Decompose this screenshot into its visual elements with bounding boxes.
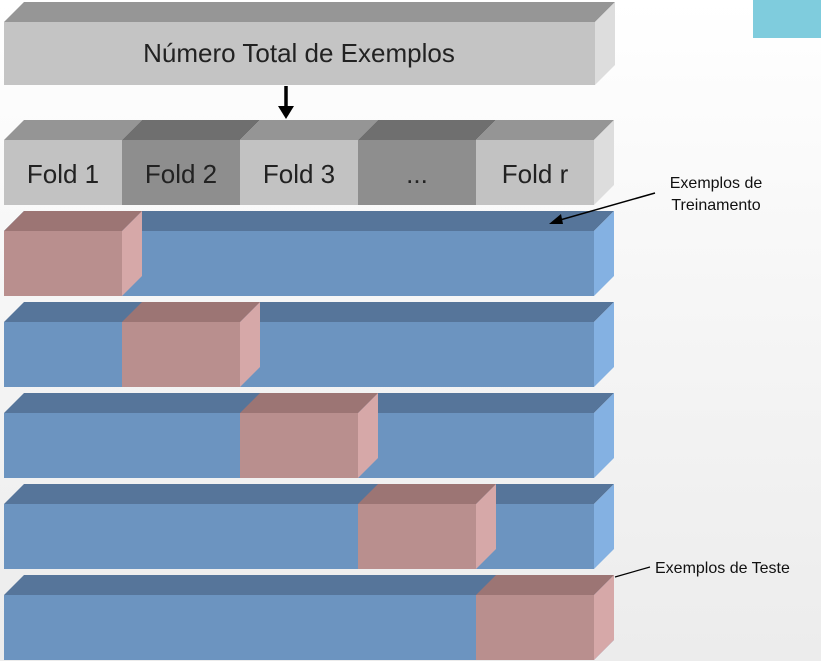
test-block-front	[476, 595, 594, 660]
split-arrow-head	[278, 106, 294, 119]
fold-3-top	[240, 120, 378, 140]
training-bar-side	[594, 393, 614, 478]
cv-row-4	[4, 484, 614, 569]
test-block-top	[240, 393, 378, 413]
test-block-side	[240, 302, 260, 387]
test-pointer-line	[614, 566, 651, 578]
total-examples-label: Número Total de Exemplos	[143, 38, 455, 68]
fold-1-top	[4, 120, 142, 140]
fold-row-side	[594, 120, 614, 205]
fold-2-box	[122, 140, 240, 205]
training-callout-line1: Exemplos de	[670, 175, 763, 192]
cv-row-3	[4, 393, 614, 478]
cross-validation-rows	[4, 211, 614, 660]
fold-4-top	[358, 120, 496, 140]
training-callout-line2: Treinamento	[671, 197, 760, 214]
fold-2-label: Fold 2	[145, 159, 217, 189]
fold-3-label: Fold 3	[263, 159, 335, 189]
training-bar-side	[594, 484, 614, 569]
training-bar-side	[594, 302, 614, 387]
cv-row-5	[4, 575, 614, 660]
test-callout: Exemplos de Teste	[614, 560, 790, 578]
total-examples-top	[4, 2, 615, 22]
test-block-top	[4, 211, 142, 231]
fold-4-box	[358, 140, 476, 205]
training-bar-top	[4, 484, 614, 504]
training-bar-front	[4, 322, 594, 387]
fold-2-top	[122, 120, 260, 140]
test-callout-label: Exemplos de Teste	[655, 560, 790, 577]
training-bar-front	[4, 504, 594, 569]
test-block-front	[358, 504, 476, 569]
fold-5-top	[476, 120, 614, 140]
training-callout: Exemplos de Treinamento	[549, 175, 762, 224]
test-block-top	[476, 575, 614, 595]
total-examples-box: Número Total de Exemplos	[4, 2, 615, 85]
test-block-side	[358, 393, 378, 478]
cv-row-2	[4, 302, 614, 387]
fold-5-label: Fold r	[502, 159, 569, 189]
training-pointer-line	[552, 192, 656, 223]
test-block-side	[476, 484, 496, 569]
cv-row-1	[4, 211, 614, 296]
fold-5-box	[476, 140, 594, 205]
fold-3-box	[240, 140, 358, 205]
test-block-front	[4, 231, 122, 296]
test-block-side	[122, 211, 142, 296]
training-bar-top	[4, 575, 614, 595]
training-bar-top	[4, 211, 614, 231]
split-arrow	[278, 86, 294, 119]
test-block-top	[358, 484, 496, 504]
total-examples-front	[4, 22, 595, 85]
test-block-front	[240, 413, 358, 478]
test-block-top	[122, 302, 260, 322]
training-bar-side	[594, 211, 614, 296]
training-bar-top	[4, 302, 614, 322]
fold-row: Fold 1 Fold 2 Fold 3... Fold r	[4, 120, 614, 205]
test-block-front	[122, 322, 240, 387]
fold-4-label: ...	[406, 159, 428, 189]
training-pointer-head	[549, 214, 563, 224]
fold-1-box	[4, 140, 122, 205]
fold-1-label: Fold 1	[27, 159, 99, 189]
corner-accent	[753, 0, 821, 38]
test-block-side	[594, 575, 614, 660]
total-examples-side	[595, 2, 615, 85]
